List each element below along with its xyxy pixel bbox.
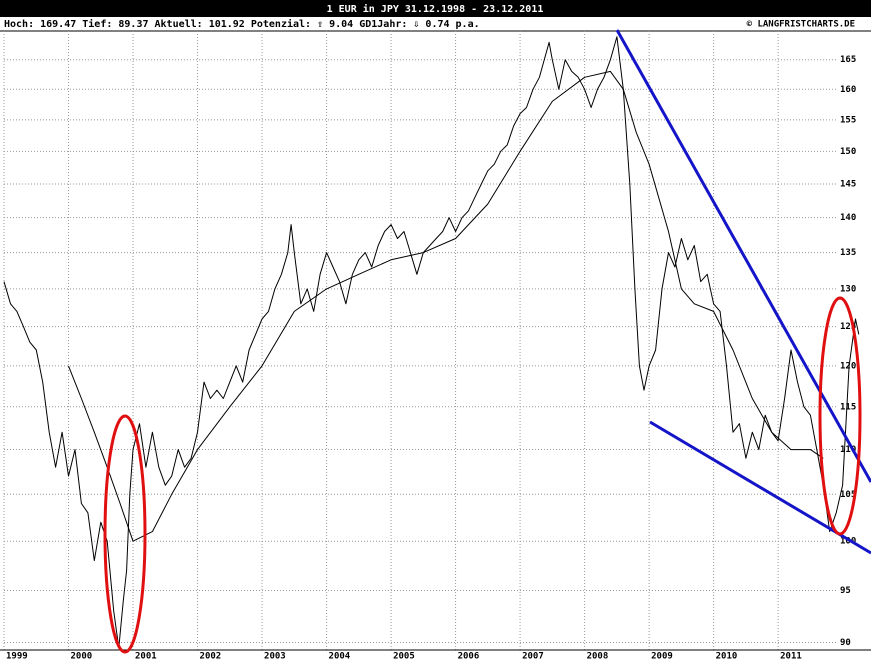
y-tick-label: 165 [840, 55, 856, 65]
y-tick-label: 120 [840, 361, 856, 371]
y-tick-label: 135 [840, 248, 856, 258]
title-bar [0, 0, 871, 17]
x-tick-label: 2010 [716, 652, 738, 661]
y-tick-label: 140 [840, 213, 856, 223]
annotations [103, 29, 871, 654]
y-tick-label: 130 [840, 284, 856, 294]
y-tick-label: 115 [840, 402, 856, 412]
x-tick-label: 2008 [587, 652, 609, 661]
x-tick-label: 2009 [651, 652, 673, 661]
highlight-ellipse [103, 414, 147, 654]
y-tick-label: 110 [840, 445, 856, 455]
x-tick-label: 2000 [71, 652, 93, 661]
x-tick-label: 2002 [200, 652, 222, 661]
x-tick-label: 2005 [393, 652, 415, 661]
series-line [3, 36, 860, 649]
x-tick-label: 2003 [264, 652, 286, 661]
y-tick-label: 150 [840, 147, 856, 157]
series-line [68, 70, 824, 542]
y-tick-label: 90 [840, 638, 851, 648]
chart-title: 1 EUR in JPY 31.12.1998 - 23.12.2011 [327, 3, 544, 15]
x-tick-label: 1999 [6, 652, 28, 661]
x-tick-label: 2004 [329, 652, 351, 661]
y-tick-label: 125 [840, 322, 856, 332]
x-tick-label: 2006 [458, 652, 480, 661]
source: © LANGFRISTCHARTS.DE [747, 20, 855, 30]
y-tick-label: 95 [840, 586, 851, 596]
y-tick-label: 155 [840, 115, 856, 125]
chart-subtitle: Hoch: 169.47 Tief: 89.37 Aktuell: 101.92… [4, 18, 480, 30]
y-tick-label: 160 [840, 85, 856, 95]
x-tick-label: 2007 [522, 652, 544, 661]
x-tick-label: 2011 [780, 652, 802, 661]
y-tick-label: 100 [840, 537, 856, 547]
plot-area: 90 95 100 105 110 115 120 125 130 135 140 145 150 155… [0, 31, 871, 662]
y-tick-label: 105 [840, 490, 856, 500]
trend-line [615, 29, 871, 483]
x-tick-label: 2001 [135, 652, 157, 661]
y-tick-label: 145 [840, 179, 856, 189]
highlight-ellipse [818, 296, 862, 536]
